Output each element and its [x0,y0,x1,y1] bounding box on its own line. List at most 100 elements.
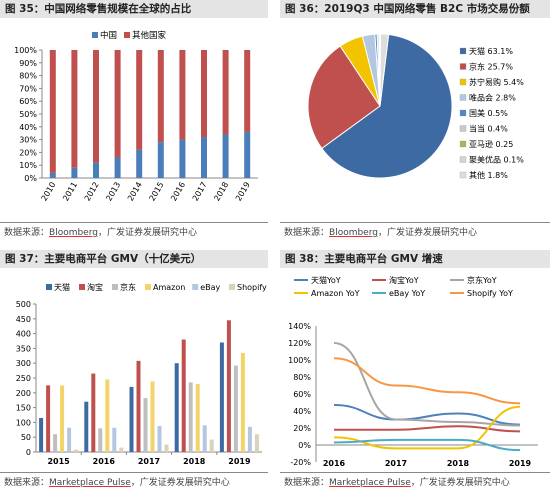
legend-label: 当当 0.4% [469,124,508,134]
y-tick-label: 50 [21,433,31,442]
y-tick-label: 200 [16,389,31,398]
x-tick-label: 2013 [104,181,122,203]
bar [49,172,56,178]
legend-label: Shopify YoY [467,289,513,298]
bar [136,50,143,150]
bar [114,50,121,158]
y-tick-label: 0% [298,441,311,450]
x-tick-label: 2014 [126,181,144,203]
y-tick-label: 70% [19,84,37,93]
bar [179,139,186,178]
series-line [333,404,521,426]
legend-label: Amazon [153,283,185,292]
legend-swatch [46,284,52,290]
y-tick-label: 40% [293,407,311,416]
bar [105,379,110,452]
bar [136,149,143,178]
y-tick-label: 90% [19,59,37,68]
x-tick-label: 2015 [148,181,166,203]
y-tick-label: 50% [19,110,37,119]
chart-title: 图 38：主要电商平台 GMV 增速 [280,250,550,268]
series-line [333,342,521,427]
x-tick-label: 2016 [93,457,116,466]
bar [181,339,186,452]
bar [119,447,124,452]
y-tick-label: 100% [288,356,311,365]
legend-swatch [459,78,467,86]
legend-label: 京东 25.7% [469,62,513,72]
legend-swatch [92,32,98,38]
bar [164,444,169,452]
bar [222,134,229,178]
bar [209,439,214,452]
bar [136,360,141,452]
y-tick-label: 0 [26,448,31,457]
legend-swatch [192,284,199,290]
y-tick-label: 350 [16,344,31,353]
y-tick-label: 300 [16,359,31,368]
divider [0,222,268,223]
legend-label: 天猫 63.1% [469,46,513,56]
legend-label: Amazon YoY [311,289,360,298]
source-note: 数据来源：Bloomberg，广发证券发展研究中心 [4,228,197,238]
x-tick-label: 2019 [234,181,252,203]
source-note: 数据来源：Bloomberg，广发证券发展研究中心 [284,228,477,238]
divider [280,222,550,223]
bar [157,142,164,178]
divider [280,472,550,473]
legend-label: Shopify [237,283,267,292]
panel-gmv: 图 37：主要电商平台 GMV（十亿美元） 天猫 淘宝 京东 Amazon eBay Sh… [0,250,268,489]
y-tick-label: 80% [293,373,311,382]
y-tick-label: 140% [288,322,311,331]
legend-swatch [229,284,235,290]
bar [60,385,65,452]
x-tick-label: 2011 [61,181,79,203]
y-tick-label: 40% [19,123,37,132]
panel-gmv-growth: 图 38：主要电商平台 GMV 增速 天猫YoY 淘宝YoY 京东YoY Amazon… [280,250,550,489]
legend-swatch [459,125,467,132]
bar [39,417,44,452]
panel-b2c-share: 图 36：2019Q3 中国网络零售 B2C 市场交易份额 天猫 63.1% 京东… [280,0,550,244]
bar [112,427,117,452]
chart-china-share: 中国 其他国家 0% 10% 20% 30% 40% 50% 60% 70% 80% 90% 100% 2… [14,30,258,203]
y-tick-label: 250 [16,374,31,383]
x-tick-label: 2018 [212,181,230,203]
legend-label: 天猫 [54,282,70,292]
legend-label: 唯品会 2.8% [469,93,516,103]
x-tick-label: 2019 [228,457,251,466]
y-tick-label: 0% [24,174,37,183]
x-tick-label: 2017 [385,459,407,468]
source-note: 数据来源：Marketplace Pulse，广发证券发展研究中心 [4,478,230,488]
source-note: 数据来源：Marketplace Pulse，广发证券发展研究中心 [284,478,510,488]
pie-slice [307,45,381,150]
y-tick-label: 20% [293,424,311,433]
y-tick-label: 450 [16,315,31,324]
y-tick-label: 400 [16,330,31,339]
y-tick-label: -20% [290,458,311,467]
bar [93,162,99,178]
legend-swatch [459,156,467,163]
bar [233,365,238,452]
bar [247,426,252,452]
bar [157,50,164,143]
panel-china-share: 图 35：中国网络零售规模在全球的占比 中国 其他国家 0% 10% 20% 30% 40%… [0,0,268,244]
divider [0,472,268,473]
bar [53,434,58,452]
legend-label: 京东 [120,282,136,292]
x-tick-label: 2012 [83,181,101,203]
bar [91,373,96,452]
series-line [333,405,521,450]
bar [93,50,99,163]
bar [74,449,79,452]
bar [67,427,72,452]
x-tick-label: 2017 [138,457,160,466]
y-tick-label: 60% [293,390,311,399]
bar [98,428,103,452]
bar [174,363,179,452]
chart-gmv-growth: 天猫YoY 淘宝YoY 京东YoY Amazon YoY eBay YoY Shopify… [288,275,538,468]
bar [188,382,193,452]
y-tick-label: 60% [19,97,37,106]
bar [150,381,155,452]
y-tick-label: 100% [14,46,37,55]
x-tick-label: 2016 [323,459,346,468]
